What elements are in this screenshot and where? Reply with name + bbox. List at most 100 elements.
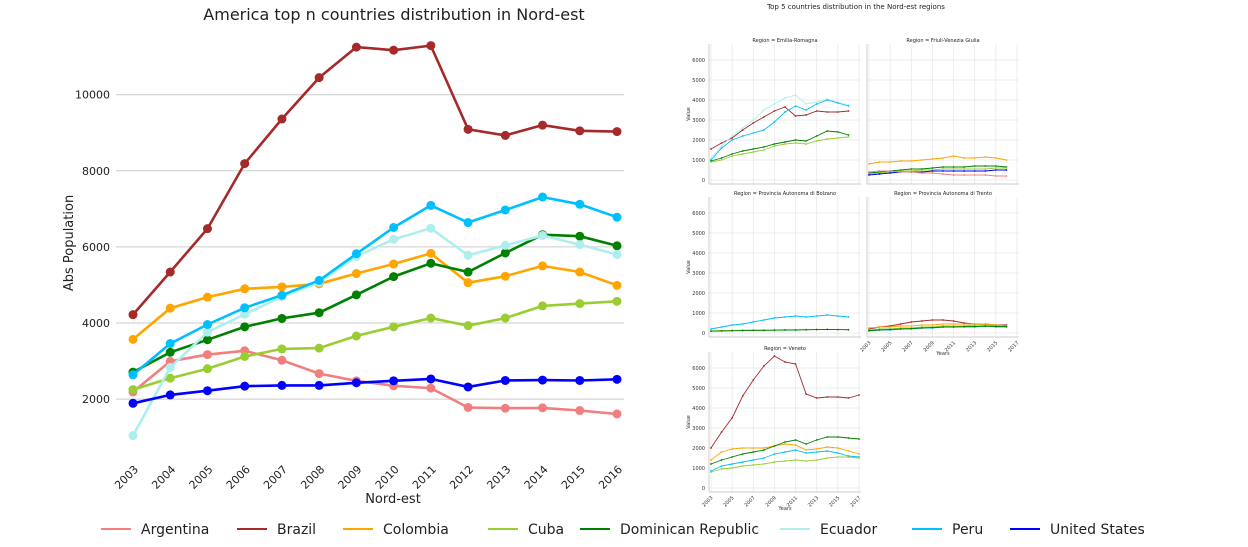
legend-label: Cuba	[528, 522, 564, 538]
facet-point-colombia	[731, 448, 734, 450]
legend-item-united-states: United States	[1010, 522, 1145, 538]
facet-point-dominican-republic	[741, 329, 744, 332]
facet-point-argentina	[920, 172, 923, 174]
facet-point-dominican-republic	[952, 166, 955, 168]
facet-point-colombia	[815, 448, 818, 450]
facet-point-dominican-republic	[805, 443, 808, 445]
facet-series-line-ecuador	[710, 94, 849, 159]
facet-point-dominican-republic	[847, 328, 850, 331]
facet-point-colombia	[984, 156, 987, 158]
facet-point-peru	[773, 121, 776, 123]
facet-point-cuba	[815, 140, 818, 142]
facet-y-axis-label: Value	[686, 260, 692, 274]
main-x-tick-label: 2016	[596, 463, 625, 492]
main-point-ecuador	[612, 250, 622, 260]
facet-point-dominican-republic	[931, 326, 934, 329]
facet-point-argentina	[899, 171, 902, 173]
facet-point-colombia	[889, 326, 892, 328]
facet-point-brazil	[805, 114, 808, 116]
facet-point-dominican-republic	[963, 325, 966, 328]
facet-series-brazil	[710, 355, 860, 449]
facet-y-tick-label: 5000	[692, 231, 705, 237]
facet-point-colombia	[878, 161, 881, 163]
facet-point-colombia	[920, 159, 923, 161]
main-point-cuba	[426, 313, 436, 323]
facet-point-dominican-republic	[942, 166, 944, 168]
main-point-dominican-republic	[202, 335, 212, 345]
main-point-united-states	[612, 374, 622, 384]
facet-point-colombia	[720, 451, 723, 453]
main-series-line-cuba	[132, 300, 618, 391]
facet-title: Region = Provincia Autonoma di Trento	[894, 191, 992, 197]
facet-point-peru	[773, 317, 776, 319]
facet-point-dominican-republic	[762, 146, 765, 148]
facet-point-united-states	[973, 170, 976, 172]
main-point-colombia	[575, 267, 585, 277]
facet-point-dominican-republic	[826, 328, 829, 331]
facet-point-dominican-republic	[963, 166, 966, 168]
main-series-brazil	[128, 41, 622, 320]
facet-point-dominican-republic	[910, 327, 913, 330]
facet-x-tick-label: 2005	[880, 340, 893, 353]
facet-point-united-states	[931, 170, 934, 172]
main-point-cuba	[575, 299, 585, 309]
main-point-brazil	[500, 130, 510, 140]
facet-point-peru	[836, 102, 839, 104]
facet-point-dominican-republic	[762, 329, 765, 332]
legend-label: Colombia	[383, 522, 449, 538]
main-point-colombia	[240, 284, 250, 294]
facet-point-peru	[794, 315, 797, 317]
facet-point-cuba	[762, 463, 765, 465]
main-point-brazil	[128, 310, 138, 320]
facet-point-peru	[784, 451, 786, 453]
main-point-united-states	[351, 378, 361, 388]
facet-point-dominican-republic	[826, 130, 829, 132]
facet-point-cuba	[815, 459, 818, 461]
main-point-dominican-republic	[389, 272, 399, 282]
facet-title: Region = Friuli-Venezia Giulia	[906, 38, 979, 44]
facet-point-cuba	[858, 457, 860, 459]
main-x-axis-label: Nord-est	[365, 492, 421, 507]
facet-point-brazil	[731, 137, 734, 139]
facet-x-tick-label: 2005	[722, 495, 735, 508]
facet-point-colombia	[868, 327, 870, 329]
facet-y-tick-label: 0	[702, 331, 705, 337]
facet-point-brazil	[731, 417, 734, 419]
main-point-peru	[500, 205, 510, 215]
facet-point-ecuador	[710, 157, 712, 159]
main-series-line-brazil	[132, 44, 618, 316]
main-series-peru	[128, 192, 622, 380]
main-point-dominican-republic	[351, 290, 361, 300]
main-point-argentina	[538, 403, 548, 413]
facet-point-ecuador	[815, 101, 818, 103]
main-point-peru	[128, 370, 138, 380]
facet-point-united-states	[963, 170, 966, 172]
facet-point-brazil	[920, 320, 923, 322]
facet-point-cuba	[847, 456, 850, 458]
main-point-argentina	[277, 355, 287, 365]
main-point-brazil	[463, 124, 473, 134]
main-point-argentina	[575, 406, 585, 416]
facet-point-colombia	[858, 453, 860, 455]
facet-point-cuba	[805, 143, 808, 145]
facet-point-brazil	[784, 361, 786, 363]
facet-point-brazil	[952, 320, 955, 322]
facet-point-dominican-republic	[794, 139, 797, 141]
main-series-cuba	[128, 296, 622, 395]
facet-point-brazil	[752, 122, 755, 124]
main-point-brazil	[612, 127, 622, 137]
facet-point-peru	[762, 319, 765, 321]
main-x-tick-label: 2011	[410, 463, 439, 492]
legend: Argentina Brazil Colombia Cuba Dominican Rep…	[101, 522, 1145, 538]
facet-point-colombia	[710, 459, 712, 461]
facet-point-colombia	[1005, 159, 1008, 161]
legend-item-brazil: Brazil	[237, 522, 316, 538]
facet-point-dominican-republic	[868, 329, 870, 332]
facet-point-brazil	[805, 393, 808, 395]
main-point-brazil	[389, 45, 399, 55]
facet-y-tick-label: 4000	[692, 406, 705, 412]
facet-point-united-states	[952, 170, 955, 172]
main-point-colombia	[351, 269, 361, 279]
main-point-dominican-republic	[314, 308, 324, 318]
main-point-argentina	[500, 403, 510, 413]
